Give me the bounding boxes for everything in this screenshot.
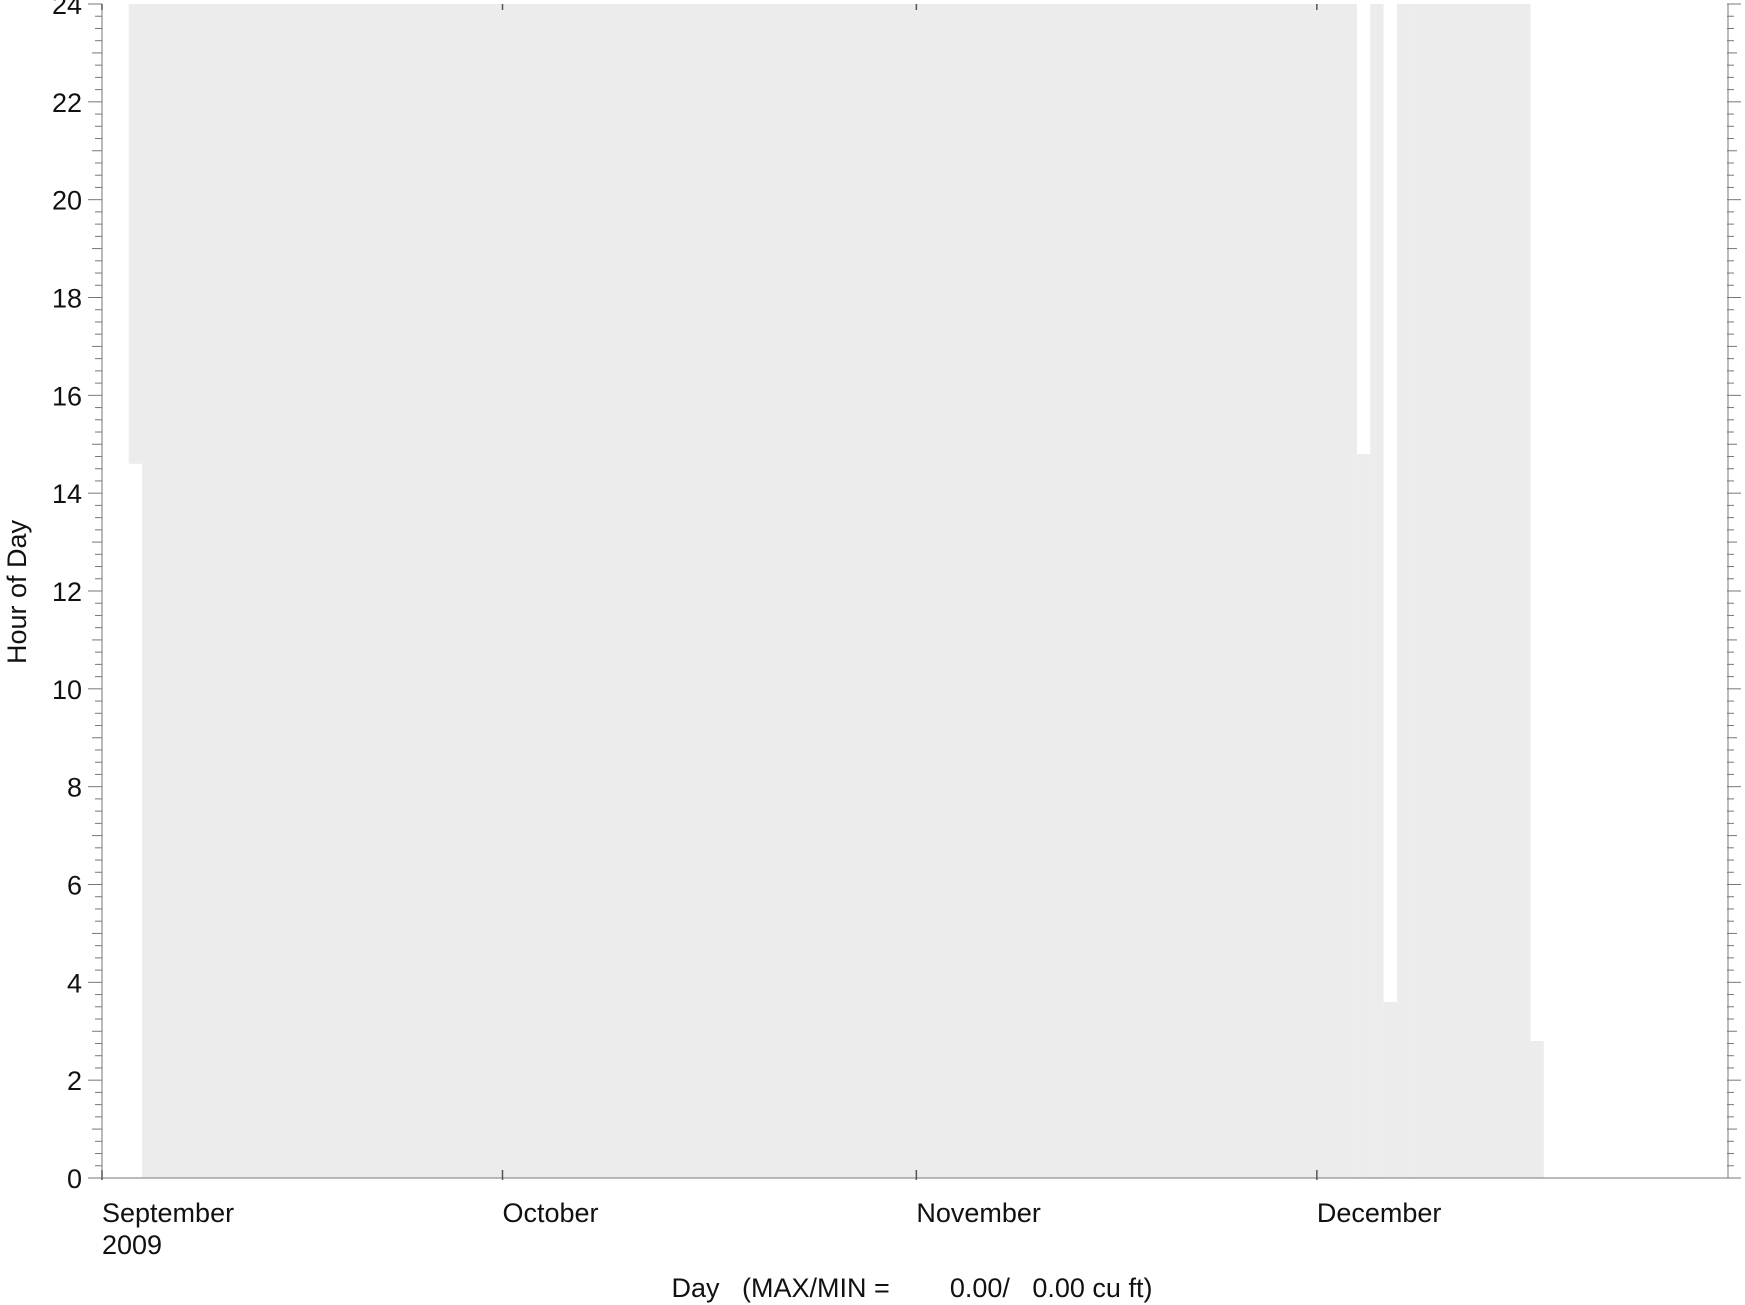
coverage-block — [1410, 4, 1531, 1178]
coverage-end-column — [1530, 1041, 1544, 1178]
coverage-end-column — [1383, 1001, 1397, 1178]
y-tick-label: 14 — [52, 479, 82, 509]
y-tick-label: 20 — [52, 186, 82, 216]
y-tick-label: 12 — [52, 577, 82, 607]
x-tick-sublabel: 2009 — [102, 1230, 162, 1260]
y-tick-label: 24 — [52, 0, 82, 20]
coverage-block — [142, 4, 1357, 1178]
x-tick-label: November — [916, 1198, 1041, 1228]
y-axis-title: Hour of Day — [2, 519, 32, 664]
y-tick-label: 4 — [67, 968, 82, 998]
coverage-start-column — [1396, 4, 1411, 1178]
coverage-start-column — [128, 4, 143, 464]
y-tick-label: 16 — [52, 381, 82, 411]
y-tick-label: 0 — [67, 1164, 82, 1194]
x-axis-title: Day (MAX/MIN = 0.00/ 0.00 cu ft) — [672, 1273, 1153, 1303]
y-tick-label: 6 — [67, 871, 82, 901]
y-tick-label: 8 — [67, 773, 82, 803]
coverage-start-column — [1370, 4, 1384, 1178]
y-tick-label: 2 — [67, 1066, 82, 1096]
x-tick-label: October — [503, 1198, 599, 1228]
data-coverage-fill — [128, 4, 1544, 1178]
y-tick-label: 22 — [52, 88, 82, 118]
x-tick-label: September — [102, 1198, 234, 1228]
coverage-end-column — [1356, 454, 1371, 1178]
y-tick-label: 18 — [52, 284, 82, 314]
x-tick-label: December — [1317, 1198, 1442, 1228]
y-tick-label: 10 — [52, 675, 82, 705]
